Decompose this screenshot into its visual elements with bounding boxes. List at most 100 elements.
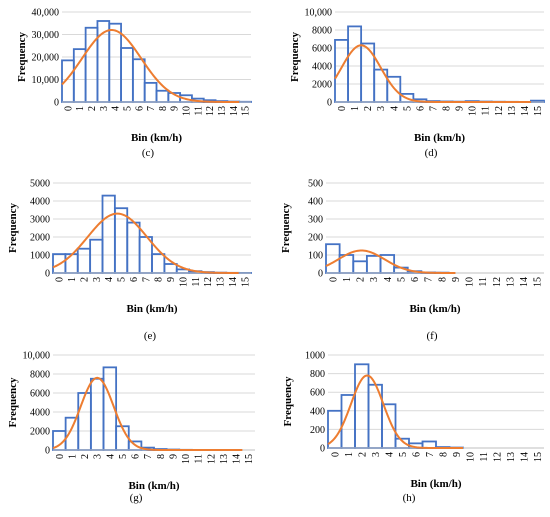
y-tick-label: 200	[308, 233, 323, 244]
x-tick-label: 10	[465, 277, 476, 287]
y-tick-label: 8000	[312, 26, 332, 37]
y-tick-label: 100	[308, 251, 323, 262]
x-tick-label: 1	[344, 452, 355, 457]
histogram-bar	[101, 194, 116, 274]
y-tick-label: 500	[308, 179, 323, 190]
x-tick-label: 11	[479, 452, 490, 462]
y-axis-title: Frequency	[7, 377, 19, 427]
x-tick-label: 10	[181, 454, 192, 464]
panel-caption: (f)	[427, 330, 438, 342]
x-tick-label: 10	[182, 106, 193, 116]
y-tick-label: 2000	[30, 427, 50, 438]
x-tick-label: 10	[178, 277, 189, 287]
panel-caption: (d)	[425, 147, 438, 159]
x-tick-label: 12	[205, 106, 216, 116]
x-tick-label: 9	[166, 277, 177, 282]
y-tick-label: 4000	[312, 62, 332, 73]
x-tick-label: 11	[193, 106, 204, 116]
histogram-bar	[76, 247, 92, 274]
x-tick-label: 2	[356, 277, 367, 282]
x-tick-label: 0	[328, 277, 339, 282]
x-tick-label: 7	[146, 106, 157, 111]
y-axis-title: Frequency	[289, 32, 301, 82]
y-tick-label: 20,000	[32, 53, 60, 64]
x-tick-label: 11	[191, 277, 202, 287]
y-tick-label: 0	[320, 444, 325, 455]
y-tick-label: 4000	[30, 408, 50, 419]
histogram-bar	[352, 260, 368, 274]
x-axis-title: Bin (km/h)	[410, 478, 461, 490]
x-axis-title: Bin (km/h)	[128, 480, 179, 492]
x-tick-label: 2	[87, 106, 98, 111]
x-tick-label: 15	[244, 454, 255, 464]
x-axis-title: Bin (km/h)	[409, 303, 460, 315]
x-tick-label: 1	[350, 106, 361, 111]
histogram-bar	[120, 47, 134, 103]
x-tick-label: 13	[217, 106, 228, 116]
y-tick-label: 10,000	[23, 351, 51, 362]
x-tick-label: 5	[402, 106, 413, 111]
y-tick-label: 1000	[305, 351, 325, 362]
x-tick-label: 9	[455, 106, 466, 111]
histogram-bar	[354, 363, 370, 449]
x-tick-label: 14	[519, 452, 530, 462]
x-tick-label: 6	[415, 106, 426, 111]
x-tick-label: 6	[411, 452, 422, 457]
x-tick-label: 9	[170, 106, 181, 111]
x-tick-label: 5	[118, 454, 129, 459]
y-tick-label: 3000	[30, 215, 50, 226]
x-tick-label: 3	[93, 454, 104, 459]
y-tick-label: 5000	[30, 179, 50, 190]
fitted-curve-series	[61, 29, 240, 103]
x-tick-label: 4	[384, 452, 395, 457]
histogram-bar	[143, 81, 158, 103]
x-tick-label: 1	[342, 277, 353, 282]
x-tick-label: 14	[520, 106, 531, 116]
x-tick-label: 14	[519, 277, 530, 287]
y-tick-label: 10,000	[305, 8, 333, 19]
x-axis-title: Bin (km/h)	[414, 132, 465, 144]
x-tick-label: 15	[533, 277, 544, 287]
x-tick-label: 4	[111, 106, 122, 111]
x-tick-label: 12	[203, 277, 214, 287]
x-tick-label: 9	[168, 454, 179, 459]
y-tick-label: 800	[310, 369, 325, 380]
x-tick-label: 8	[156, 454, 167, 459]
x-tick-label: 2	[79, 277, 90, 282]
x-tick-label: 3	[376, 106, 387, 111]
fitted-curve-series	[52, 376, 243, 451]
y-axis-title: Frequency	[7, 203, 19, 253]
x-tick-label: 5	[398, 452, 409, 457]
x-tick-label: 4	[104, 277, 115, 282]
x-tick-label: 11	[194, 454, 205, 464]
y-tick-label: 300	[308, 215, 323, 226]
x-tick-label: 8	[438, 452, 449, 457]
x-tick-label: 5	[117, 277, 128, 282]
y-tick-label: 6000	[30, 389, 50, 400]
fitted-curve-series	[325, 249, 456, 274]
x-tick-label: 14	[228, 277, 239, 287]
y-tick-label: 4000	[30, 197, 50, 208]
y-tick-label: 10,000	[32, 75, 60, 86]
x-tick-label: 5	[396, 277, 407, 282]
x-tick-label: 9	[452, 452, 463, 457]
x-tick-label: 10	[468, 106, 479, 116]
x-tick-label: 9	[451, 277, 462, 282]
x-tick-label: 6	[134, 106, 145, 111]
fitted-curve-series	[334, 44, 531, 103]
histogram-bar	[64, 416, 80, 451]
x-tick-label: 8	[442, 106, 453, 111]
x-tick-label: 7	[141, 277, 152, 282]
x-tick-label: 4	[383, 277, 394, 282]
x-tick-label: 1	[67, 454, 78, 459]
x-tick-label: 13	[505, 277, 516, 287]
histogram-bar	[77, 392, 92, 451]
x-tick-label: 13	[216, 277, 227, 287]
y-tick-label: 6000	[312, 44, 332, 55]
fitted-curve-series	[327, 374, 463, 449]
x-tick-label: 15	[240, 277, 251, 287]
